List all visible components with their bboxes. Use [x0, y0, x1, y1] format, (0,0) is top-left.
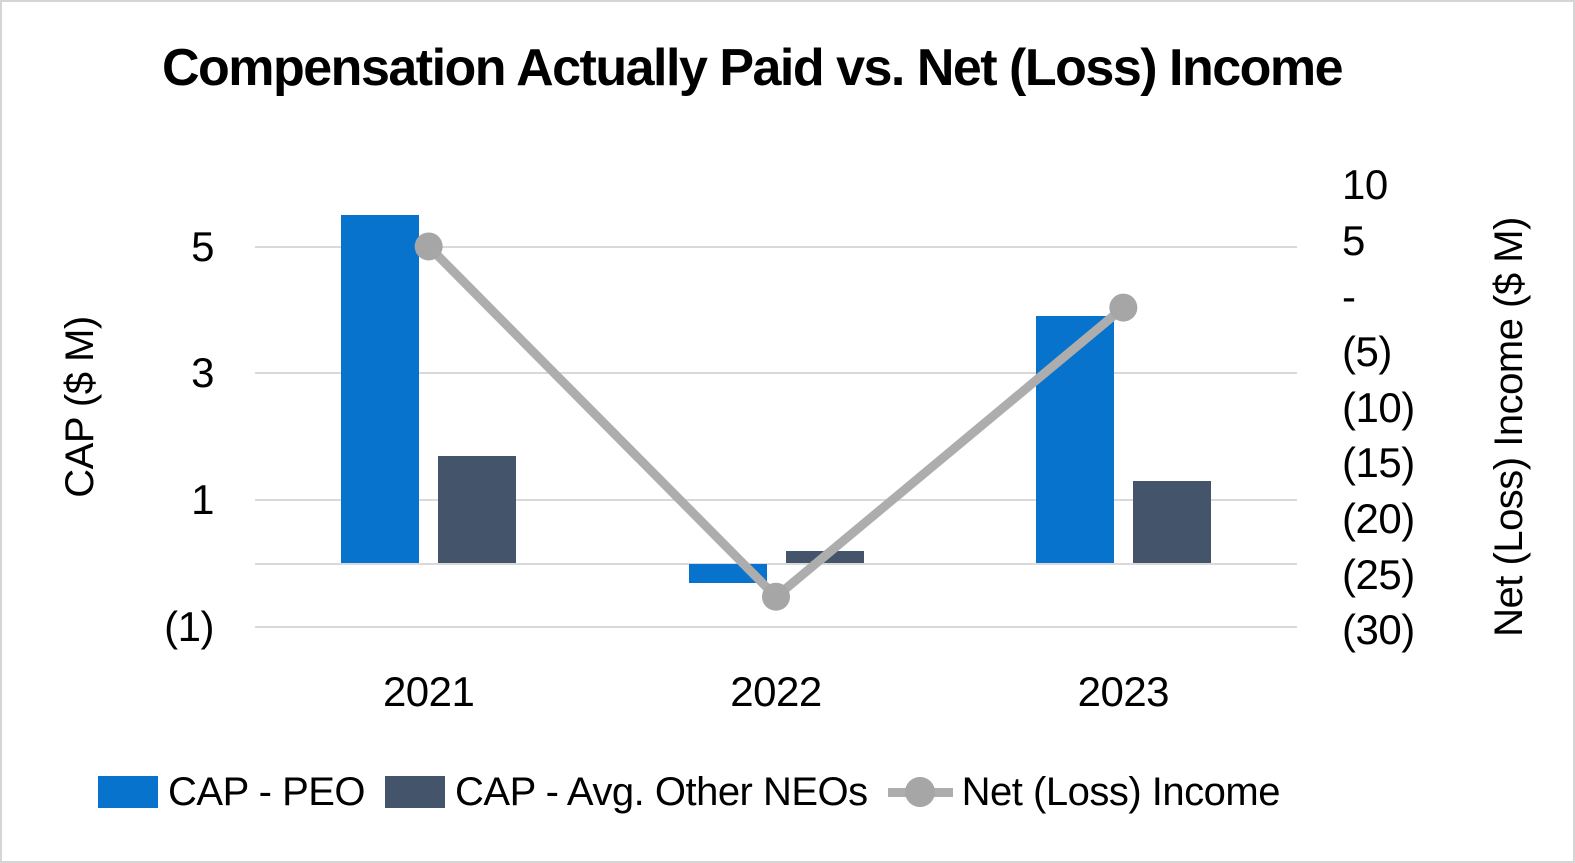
- legend-label-cap-other-neos: CAP - Avg. Other NEOs: [455, 769, 868, 814]
- bar-cap-peo-2021: [341, 214, 420, 564]
- bar-cap-avg-other-neos-2022: [785, 550, 864, 564]
- category-label-2021: 2021: [382, 668, 475, 715]
- gridline-(1): [255, 625, 1297, 628]
- left-tick-5: 5: [191, 222, 214, 270]
- left-tick-1: 1: [191, 476, 214, 524]
- legend-swatch-cap-peo: [98, 776, 158, 808]
- right-axis-title: Net (Loss) Income ($ M): [1487, 217, 1531, 637]
- legend-line-dot-icon: [904, 777, 935, 807]
- legend-label-net-loss-income: Net (Loss) Income: [961, 769, 1281, 814]
- bar-cap-peo-2022: [688, 563, 767, 583]
- category-label-2022: 2022: [730, 668, 822, 715]
- right-tick--: -: [1342, 272, 1356, 320]
- right-tick-(30): (30): [1342, 606, 1415, 654]
- line-net-loss-income: [425, 243, 1127, 602]
- right-tick-(10): (10): [1342, 383, 1415, 431]
- legend-label-cap-peo: CAP - PEO: [168, 769, 366, 814]
- right-tick-(20): (20): [1342, 494, 1415, 542]
- right-tick-(25): (25): [1342, 550, 1415, 598]
- legend-item-cap-peo: CAP - PEO: [98, 769, 366, 815]
- legend-line-marker-icon: [887, 777, 953, 807]
- bar-cap-avg-other-neos-2021: [438, 455, 517, 564]
- legend-item-net-loss-income: Net (Loss) Income: [887, 769, 1281, 815]
- left-tick-3: 3: [191, 349, 214, 397]
- legend-swatch-cap-other-neos: [385, 776, 446, 808]
- bar-cap-peo-2023: [1035, 316, 1114, 564]
- right-tick-(15): (15): [1342, 439, 1415, 487]
- right-tick-10: 10: [1342, 161, 1388, 209]
- category-label-2023: 2023: [1077, 668, 1170, 715]
- marker-net-loss-income-2022: [762, 582, 790, 611]
- right-tick-5: 5: [1342, 216, 1365, 264]
- right-tick-(5): (5): [1342, 328, 1392, 376]
- legend-item-cap-other-neos: CAP - Avg. Other NEOs: [385, 770, 868, 815]
- chart-title: Compensation Actually Paid vs. Net (Loss…: [161, 39, 1344, 97]
- left-tick-(1): (1): [164, 602, 214, 650]
- bar-cap-avg-other-neos-2023: [1132, 481, 1211, 564]
- left-axis-title: CAP ($ M): [58, 316, 102, 498]
- legend: CAP - PEO CAP - Avg. Other NEOs Net (Los…: [98, 769, 1281, 815]
